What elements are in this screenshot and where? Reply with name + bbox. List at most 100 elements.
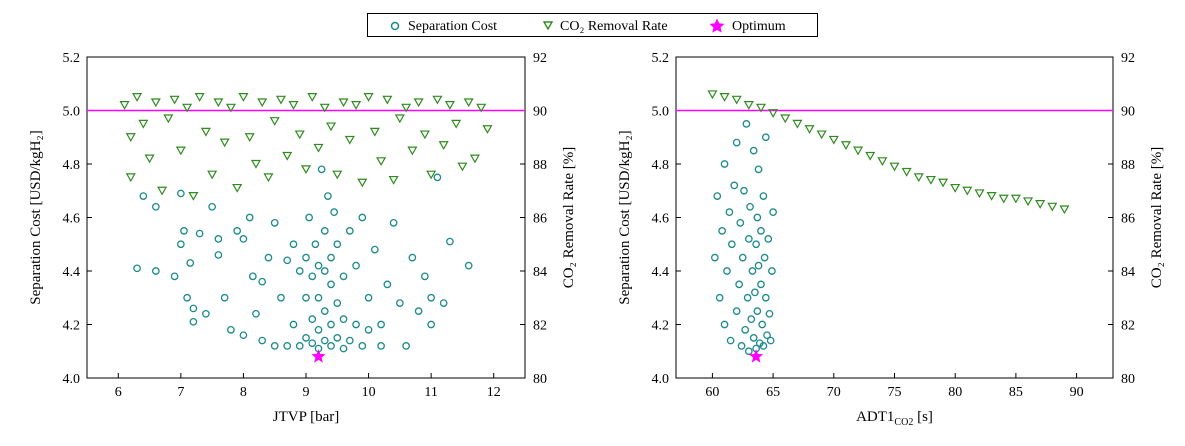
cost-point	[718, 227, 726, 235]
cost-point	[345, 336, 354, 345]
cost-point	[177, 240, 185, 249]
removal-point	[426, 170, 437, 180]
y-right-tick-label: 90	[1121, 105, 1135, 120]
removal-point	[300, 165, 312, 175]
y-right-tick-label: 86	[533, 212, 547, 227]
cost-point	[464, 261, 473, 270]
removal-point	[413, 98, 424, 108]
legend-item-optimum: Optimum	[709, 18, 786, 34]
removal-point	[175, 146, 186, 156]
cost-point	[311, 240, 320, 249]
cost-point	[327, 320, 335, 329]
cost-point	[759, 192, 768, 200]
cost-point	[741, 325, 750, 334]
y-left-tick-label: 5.2	[652, 51, 670, 66]
cost-point	[364, 293, 373, 302]
removal-point	[382, 95, 393, 105]
cost-point	[252, 309, 260, 318]
removal-point	[719, 93, 730, 102]
removal-point	[288, 101, 299, 110]
removal-point	[986, 192, 997, 201]
removal-point	[125, 173, 136, 183]
removal-point	[275, 95, 287, 105]
cost-point	[439, 299, 448, 307]
cost-point	[258, 336, 267, 345]
cost-point	[761, 133, 770, 142]
cost-point	[220, 293, 229, 302]
cost-point	[730, 181, 739, 190]
removal-point	[263, 173, 274, 183]
cost-point	[759, 342, 768, 350]
cost-point	[744, 235, 753, 243]
removal-point	[313, 143, 324, 153]
removal-point	[1010, 194, 1021, 204]
legend-item-removal: CO₂ Removal Rate	[542, 19, 668, 34]
cost-point	[715, 293, 724, 302]
removal-point	[351, 101, 362, 110]
cost-point	[723, 267, 731, 275]
removal-point	[188, 192, 199, 201]
y-left-tick-label: 4.4	[63, 265, 81, 280]
cost-point	[389, 219, 398, 227]
y-left-tick-label: 4.2	[652, 319, 670, 334]
cost-point	[327, 342, 335, 350]
x-tick-label: 85	[1009, 385, 1023, 400]
removal-point	[998, 194, 1009, 204]
x-tick-label: 10	[362, 385, 376, 400]
removal-point	[407, 146, 418, 156]
removal-point	[325, 122, 337, 132]
removal-point	[1047, 202, 1058, 212]
cost-point	[308, 315, 317, 323]
removal-point	[357, 178, 368, 188]
removal-point	[925, 175, 936, 185]
cost-point	[189, 304, 198, 313]
removal-point	[257, 98, 268, 108]
removal-point	[401, 103, 412, 113]
removal-point	[840, 141, 851, 150]
left-chart-panel: 6 7 8 9 10 11 12 4.0 4.2 4.4 4.6 4.8 5.0 5.2 80 82 84 86 8…	[28, 51, 577, 425]
legend-item-cost: Separation Cost	[390, 19, 497, 34]
cost-point	[753, 307, 762, 315]
removal-point	[213, 98, 224, 108]
cost-point	[743, 293, 752, 302]
legend: Separation Cost CO₂ Removal Rate Optimum	[367, 13, 818, 37]
x-tick-label: 60	[705, 385, 719, 400]
cost-point	[758, 320, 767, 329]
cost-point	[754, 261, 763, 270]
cost-point	[749, 334, 758, 342]
cost-point	[402, 342, 410, 350]
x-tick-label: 70	[827, 385, 841, 400]
y-left-tick-label: 4.6	[652, 212, 670, 227]
removal-point	[225, 103, 236, 113]
removal-point	[282, 151, 293, 161]
removal-point	[125, 133, 136, 142]
y-left-tick-label: 4.8	[63, 158, 81, 173]
removal-point	[463, 98, 474, 108]
cost-point	[720, 160, 729, 168]
y-left-axis-title: Separation Cost [USD/kgH₂]	[617, 130, 633, 304]
cost-point	[327, 253, 335, 262]
removal-point	[219, 138, 230, 148]
cost-point	[764, 235, 773, 243]
cost-point	[737, 342, 746, 350]
removal-point	[901, 167, 912, 177]
cost-point	[214, 251, 223, 259]
removal-point	[363, 93, 374, 102]
x-tick-label: 65	[766, 385, 780, 400]
cost-point	[749, 146, 758, 155]
cost-point	[333, 334, 342, 342]
cost-point	[202, 309, 210, 318]
removal-point	[755, 103, 767, 113]
cost-point	[339, 272, 348, 281]
y-left-tick-label: 5.0	[63, 105, 81, 120]
removal-point	[238, 93, 249, 102]
legend-cost-marker	[390, 21, 400, 31]
cost-point	[308, 272, 317, 281]
x-tick-label: 11	[424, 385, 437, 400]
removal-point	[938, 178, 949, 188]
cost-point	[208, 202, 216, 211]
removal-point	[294, 130, 305, 140]
cost-point	[370, 245, 379, 254]
y-right-tick-label: 86	[1121, 212, 1135, 227]
cost-point	[302, 253, 310, 262]
